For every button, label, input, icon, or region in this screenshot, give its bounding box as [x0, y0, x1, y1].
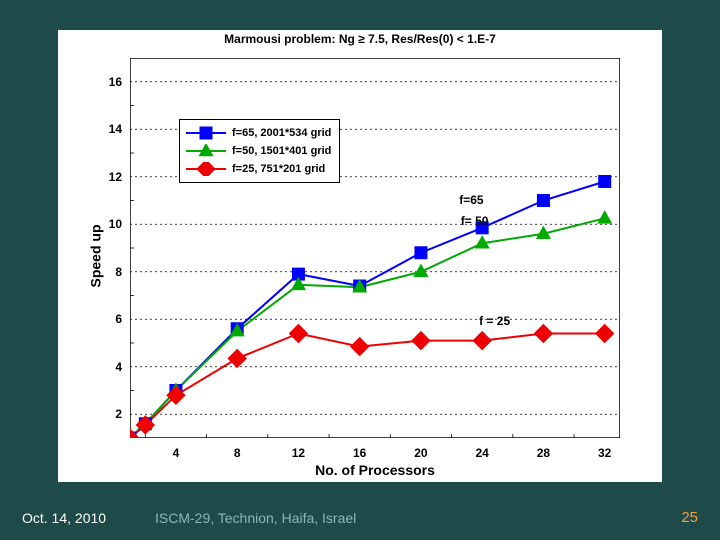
y-tick: 6: [100, 312, 122, 326]
x-tick: 24: [476, 446, 489, 460]
legend-label: f=65, 2001*534 grid: [232, 127, 331, 139]
footer-venue: ISCM-29, Technion, Haifa, Israel: [155, 510, 356, 526]
legend-item: f=25, 751*201 grid: [186, 160, 331, 178]
x-tick: 28: [537, 446, 550, 460]
legend-swatch: [186, 144, 226, 158]
legend: f=65, 2001*534 grid f=50, 1501*401 grid f=…: [179, 119, 340, 183]
x-tick: 32: [598, 446, 611, 460]
legend-item: f=65, 2001*534 grid: [186, 124, 331, 142]
x-tick: 20: [414, 446, 427, 460]
y-tick: 2: [100, 407, 122, 421]
y-tick: 16: [100, 75, 122, 89]
legend-swatch: [186, 162, 226, 176]
footer-pagenum: 25: [681, 509, 698, 526]
chart-title: Marmousi problem: Ng ≥ 7.5, Res/Res(0) <…: [58, 32, 662, 46]
chart-container: Marmousi problem: Ng ≥ 7.5, Res/Res(0) <…: [58, 30, 662, 482]
footer-date: Oct. 14, 2010: [22, 510, 106, 526]
legend-swatch: [186, 126, 226, 140]
y-tick: 14: [100, 122, 122, 136]
legend-label: f=25, 751*201 grid: [232, 163, 325, 175]
y-tick: 4: [100, 360, 122, 374]
chart-annotation: f=65: [459, 193, 483, 207]
y-tick: 8: [100, 265, 122, 279]
x-tick: 16: [353, 446, 366, 460]
x-tick: 8: [234, 446, 241, 460]
chart-annotation: f = 25: [479, 314, 510, 328]
y-tick: 10: [100, 217, 122, 231]
legend-item: f=50, 1501*401 grid: [186, 142, 331, 160]
y-tick: 12: [100, 170, 122, 184]
x-tick: 4: [173, 446, 180, 460]
chart-svg: [130, 58, 620, 438]
legend-label: f=50, 1501*401 grid: [232, 145, 331, 157]
x-tick: 12: [292, 446, 305, 460]
x-axis-label: No. of Processors: [130, 462, 620, 478]
plot-area: f=65, 2001*534 grid f=50, 1501*401 grid f=…: [130, 58, 620, 438]
chart-annotation: f= 50: [461, 214, 489, 228]
slide: Marmousi problem: Ng ≥ 7.5, Res/Res(0) <…: [0, 0, 720, 540]
